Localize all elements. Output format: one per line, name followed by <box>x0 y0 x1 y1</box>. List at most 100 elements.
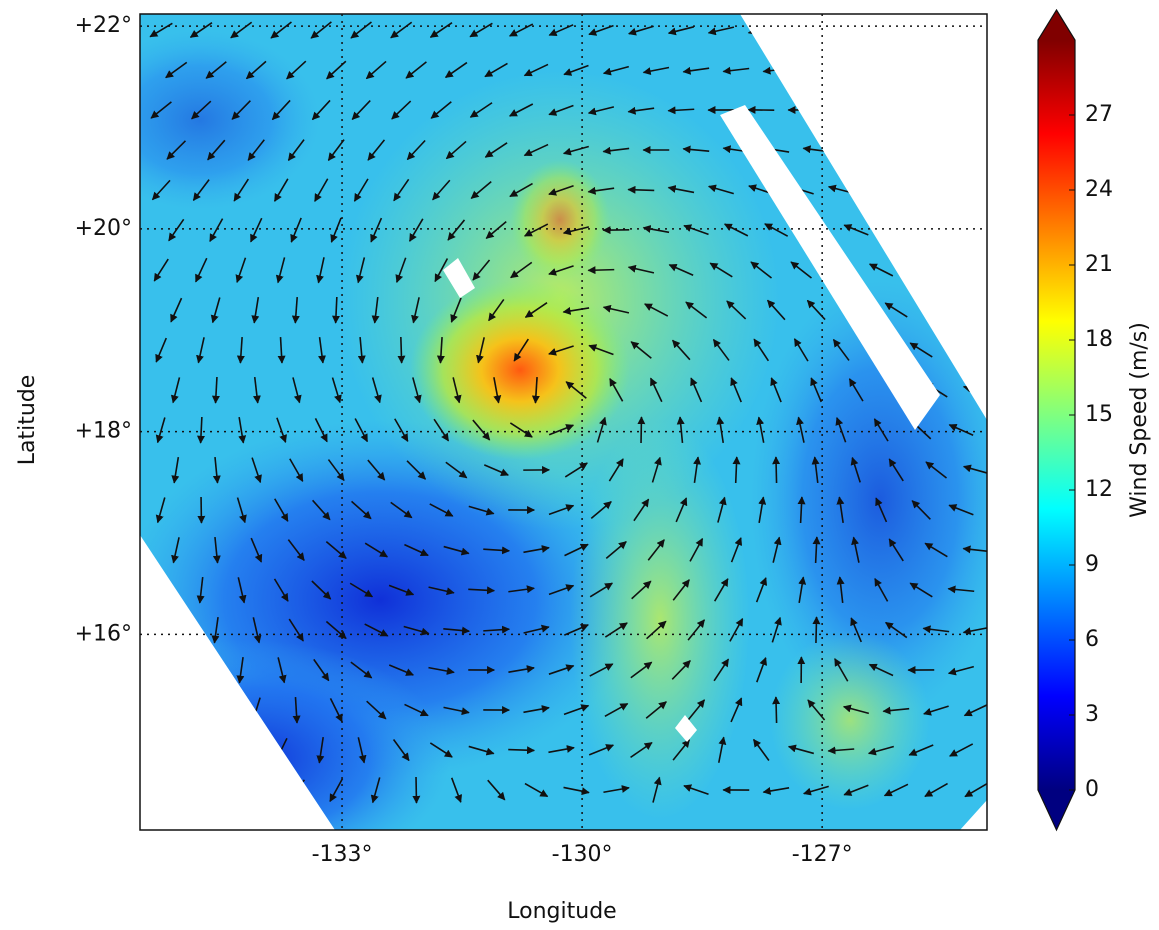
wind-arrow <box>325 540 347 560</box>
colorbar-label: Wind Speed (m/s) <box>1127 322 1152 518</box>
wind-arrow <box>367 139 386 161</box>
wind-arrow <box>428 666 455 676</box>
wind-arrow <box>329 778 344 803</box>
wind-arrow <box>802 66 830 75</box>
wind-arrow <box>291 296 300 324</box>
wind-arrow <box>565 381 587 399</box>
wind-arrow <box>682 145 710 154</box>
wind-arrow <box>192 179 210 202</box>
wind-arrow <box>155 337 168 363</box>
wind-arrow <box>868 263 894 277</box>
wind-arrow <box>170 377 181 404</box>
wind-arrow <box>392 739 410 762</box>
wind-arrow <box>513 338 529 362</box>
wind-arrow <box>357 737 367 764</box>
wind-arrow <box>924 782 948 798</box>
wind-arrow <box>867 106 895 115</box>
wind-arrow <box>391 100 412 120</box>
wind-arrow <box>484 142 508 158</box>
colorbar-frame <box>1037 8 1076 832</box>
y-tick-label: +22° <box>75 13 132 38</box>
wind-arrow <box>962 305 987 314</box>
wind-arrow <box>412 377 422 404</box>
wind-arrow <box>709 262 733 278</box>
wind-arrow <box>275 257 286 284</box>
wind-arrow <box>772 536 782 563</box>
wind-arrow <box>764 223 789 237</box>
wind-arrow <box>452 377 462 404</box>
wind-arrow <box>468 745 495 756</box>
wind-arrow <box>874 577 889 602</box>
wind-arrow <box>331 296 340 324</box>
wind-arrow <box>194 658 208 683</box>
wind-arrow <box>327 139 345 162</box>
wind-arrow <box>509 422 533 438</box>
wind-arrow <box>548 345 574 356</box>
wind-arrow <box>832 338 850 361</box>
wind-arrow <box>485 221 507 239</box>
wind-arrow <box>270 21 292 39</box>
wind-arrow <box>842 66 870 76</box>
plot-frame <box>139 13 988 831</box>
wind-arrow <box>587 186 615 195</box>
wind-arrow <box>882 224 910 235</box>
wind-arrow <box>676 416 685 444</box>
wind-arrow <box>842 704 870 715</box>
wind-arrow <box>948 344 974 355</box>
wind-arrow <box>355 257 366 284</box>
y-axis-label: Latitude <box>15 375 40 466</box>
wind-arrow <box>787 744 815 755</box>
wind-arrow <box>689 537 704 562</box>
wind-arrow <box>509 182 533 198</box>
wind-arrow <box>351 100 371 120</box>
wind-arrow <box>277 336 286 364</box>
wind-arrow <box>587 266 615 275</box>
wind-arrow <box>405 61 427 79</box>
wind-arrow <box>287 779 306 801</box>
wind-arrow <box>793 338 809 362</box>
wind-arrow <box>235 257 247 284</box>
wind-arrow <box>311 99 331 121</box>
wind-arrow <box>602 146 630 155</box>
wind-arrow <box>211 376 220 404</box>
x-tick-label: -133° <box>312 842 373 867</box>
wind-arrow <box>236 336 245 364</box>
wind-arrow <box>562 145 589 156</box>
wind-arrow <box>290 217 302 243</box>
wind-arrow <box>683 784 709 796</box>
wind-arrow <box>848 378 864 402</box>
wind-arrow <box>433 418 450 442</box>
wind-arrow <box>723 223 749 237</box>
colorbar-extend-max <box>1038 10 1075 40</box>
wind-arrow <box>882 706 910 715</box>
wind-arrow <box>642 66 670 76</box>
wind-arrow <box>364 623 389 637</box>
wind-arrow <box>508 746 536 755</box>
wind-arrow <box>730 697 743 723</box>
wind-arrow <box>947 585 975 594</box>
wind-arrow <box>667 26 695 36</box>
wind-arrow <box>596 416 607 443</box>
wind-arrow <box>755 577 768 603</box>
wind-arrow <box>388 584 415 596</box>
wind-arrow <box>729 617 744 642</box>
wind-arrow <box>834 658 849 682</box>
wind-arrow <box>590 501 612 519</box>
wind-arrow <box>276 417 287 444</box>
wind-arrow <box>627 185 655 194</box>
wind-arrow <box>247 139 265 161</box>
wind-arrow <box>445 140 467 160</box>
wind-arrow <box>713 578 729 602</box>
wind-arrow <box>152 659 171 681</box>
wind-arrow <box>150 101 172 119</box>
wind-arrow <box>394 418 409 442</box>
wind-arrow <box>354 418 369 443</box>
wind-arrow <box>683 224 709 236</box>
wind-arrow <box>292 377 302 404</box>
wind-arrow <box>450 297 462 323</box>
wind-arrow <box>649 377 663 403</box>
wind-arrow <box>149 742 173 758</box>
wind-arrow <box>631 580 652 600</box>
wind-arrow <box>730 537 743 563</box>
